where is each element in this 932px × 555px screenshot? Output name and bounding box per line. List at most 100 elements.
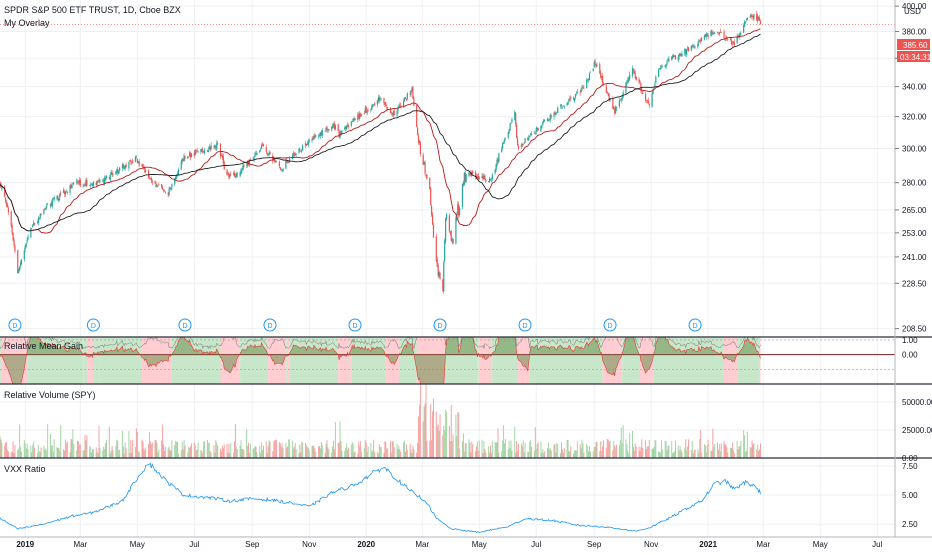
volume-bar <box>423 406 425 458</box>
volume-bar <box>652 448 654 458</box>
dividend-marker-label: D <box>608 323 613 330</box>
volume-bar <box>528 451 530 458</box>
volume-bar <box>680 449 682 458</box>
x-tick-label: Nov <box>644 540 658 549</box>
volume-bar <box>507 448 509 458</box>
volume-bar <box>66 441 68 458</box>
volume-bar <box>131 452 133 458</box>
volume-bar <box>134 447 136 458</box>
volume-bar <box>498 452 500 458</box>
candle-body <box>588 73 591 80</box>
candle-body <box>400 105 402 107</box>
volume-bar <box>448 425 450 458</box>
candle-body <box>485 179 487 182</box>
volume-bar <box>219 448 221 458</box>
candle-body <box>37 218 39 224</box>
candle-body <box>530 133 533 135</box>
candle-body <box>182 159 184 161</box>
candle-body <box>583 88 585 89</box>
candle-body <box>124 165 126 169</box>
candle-body <box>190 153 193 158</box>
candle-body <box>374 103 376 106</box>
volume-bar <box>154 440 156 458</box>
candle-body <box>108 176 110 179</box>
volume-bar <box>315 452 317 458</box>
volume-bar <box>425 384 427 458</box>
x-tick-label: May <box>130 540 145 549</box>
candle-body <box>615 107 618 109</box>
candle-body <box>699 40 701 42</box>
candle-body <box>147 170 150 178</box>
candle-body <box>371 105 373 110</box>
volume-bar <box>518 443 520 458</box>
dividend-marker[interactable]: D <box>263 318 277 332</box>
volume-bar <box>266 452 268 458</box>
volume-bar <box>511 450 513 458</box>
volume-bar <box>508 440 510 458</box>
candle-body <box>418 140 421 144</box>
candle-body <box>334 125 336 130</box>
dividend-marker[interactable]: D <box>178 318 192 332</box>
volume-bar <box>143 448 145 458</box>
dividend-marker[interactable]: D <box>603 318 617 332</box>
candle-body <box>170 187 172 191</box>
symbol-title: SPDR S&P 500 ETF TRUST, 1D, Cboe BZX <box>4 5 181 15</box>
candle-body <box>58 198 60 202</box>
volume-bar <box>239 445 241 458</box>
dividend-marker[interactable]: D <box>433 318 447 332</box>
dividend-marker[interactable]: D <box>8 318 22 332</box>
candle-body <box>579 92 581 94</box>
candle-body <box>241 169 243 171</box>
relative-mean-gain-line <box>0 337 761 384</box>
dividend-marker[interactable]: D <box>688 318 702 332</box>
candle-body <box>693 46 695 48</box>
candle-body <box>658 69 660 77</box>
candle-body <box>345 126 347 130</box>
candle-body <box>452 238 454 244</box>
volume-bar <box>706 444 708 458</box>
volume-bar <box>262 445 264 458</box>
volume-bar <box>418 404 420 458</box>
volume-bar <box>714 443 716 458</box>
overlay-legend: My Overlay <box>4 18 50 28</box>
dividend-marker-label: D <box>267 323 272 330</box>
volume-bar <box>752 444 754 458</box>
candle-body <box>574 93 577 98</box>
volume-bar <box>182 449 184 458</box>
dividend-marker[interactable]: D <box>86 318 100 332</box>
volume-bar <box>497 428 499 458</box>
volume-bar <box>39 451 41 458</box>
candle-body <box>435 236 437 261</box>
volume-bar <box>756 449 758 458</box>
volume-bar <box>228 443 230 458</box>
candle-body <box>12 232 14 240</box>
volume-bar <box>758 450 760 458</box>
volume-bar <box>86 435 88 458</box>
volume-bar <box>484 448 486 458</box>
volume-bar <box>253 448 255 458</box>
volume-bar <box>148 444 150 458</box>
dividend-marker[interactable]: D <box>518 318 532 332</box>
candle-body <box>661 66 663 68</box>
dividend-marker[interactable]: D <box>348 318 362 332</box>
volume-bar <box>593 446 595 458</box>
volume-bar <box>586 444 588 458</box>
candle-body <box>438 271 440 276</box>
candle-body <box>104 177 106 184</box>
candle-body <box>44 209 46 211</box>
volume-bar <box>70 439 72 458</box>
candle-body <box>99 180 101 182</box>
volume-bar <box>76 450 78 458</box>
candle-body <box>167 192 169 195</box>
candle-body <box>529 136 531 138</box>
candle-body <box>385 104 387 107</box>
candle-body <box>436 259 438 267</box>
volume-bar <box>640 447 642 458</box>
volume-bar <box>79 444 81 458</box>
candle-body <box>707 35 709 37</box>
volume-bar <box>18 448 20 458</box>
volume-bar <box>452 434 454 458</box>
